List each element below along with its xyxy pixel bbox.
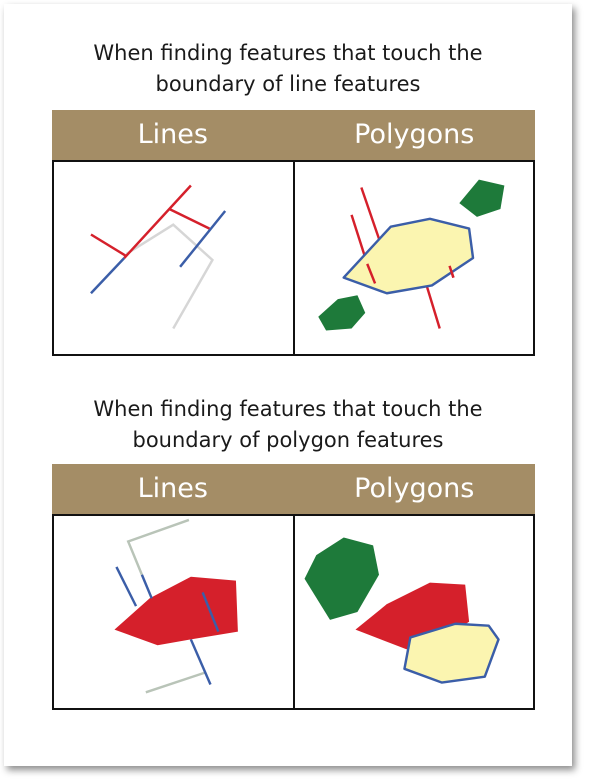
gray-line <box>125 223 214 330</box>
cell-polygons <box>292 516 534 708</box>
section-title-line-features: When finding features that touch the bou… <box>4 38 572 100</box>
gray-line <box>145 671 205 694</box>
cell-lines <box>54 516 293 708</box>
column-label-lines: Lines <box>137 473 208 504</box>
column-label-polygons: Polygons <box>354 119 475 150</box>
blue-line <box>189 638 212 685</box>
red-line <box>123 184 192 259</box>
section-title-polygon-features: When finding features that touch the bou… <box>4 394 572 456</box>
blue-line <box>179 210 227 268</box>
column-header-bar: Lines Polygons <box>52 464 535 514</box>
title-line-2: boundary of polygon features <box>132 428 444 452</box>
blue-line <box>115 566 138 607</box>
title-line-1: When finding features that touch the <box>93 41 483 65</box>
blue-line <box>90 257 126 295</box>
yellow-polygon <box>402 622 500 684</box>
lines-diagram <box>114 518 238 694</box>
green-polygon <box>317 295 365 331</box>
yellow-polygon <box>341 217 474 295</box>
red-line <box>90 233 127 258</box>
polygons-diagram <box>317 179 504 331</box>
cell-lines <box>54 162 293 354</box>
diagram-panel-polygon-boundary <box>52 514 535 710</box>
polygons-diagram <box>304 537 500 684</box>
red-polygon <box>114 576 238 646</box>
red-line <box>365 263 376 284</box>
cell-polygons <box>292 162 534 354</box>
lines-diagram <box>90 184 227 330</box>
green-polygon <box>458 179 504 217</box>
blue-line <box>201 591 220 633</box>
red-line <box>447 265 455 278</box>
figure-card: When finding features that touch the bou… <box>4 4 572 766</box>
column-label-polygons: Polygons <box>354 473 475 504</box>
red-line <box>424 283 441 329</box>
column-header-bar: Lines Polygons <box>52 110 535 160</box>
red-line <box>168 207 211 230</box>
blue-line <box>140 574 153 599</box>
gray-line <box>126 518 190 576</box>
diagram-panel-line-boundary <box>52 160 535 356</box>
title-line-2: boundary of line features <box>155 72 421 96</box>
column-label-lines: Lines <box>137 119 208 150</box>
title-line-1: When finding features that touch the <box>93 397 483 421</box>
green-polygon <box>304 537 379 620</box>
